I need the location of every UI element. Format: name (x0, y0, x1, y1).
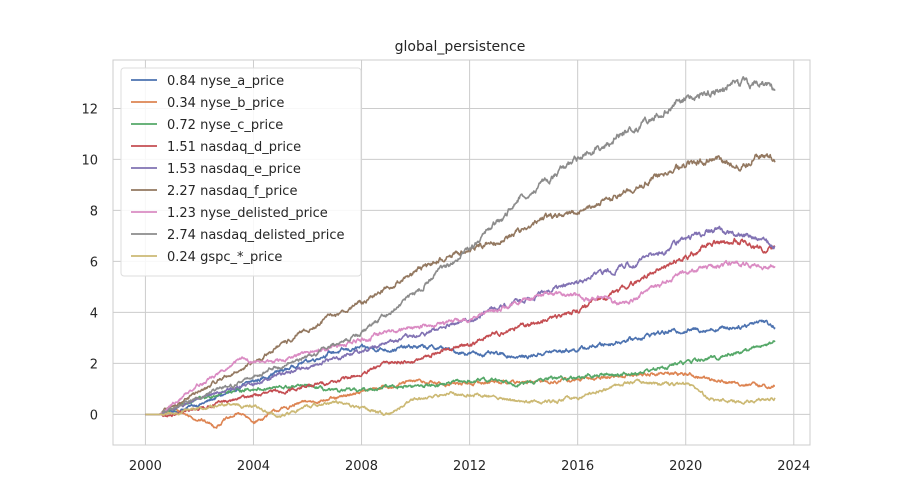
legend-label: 1.23 nyse_delisted_price (167, 206, 328, 221)
legend-label: 2.27 nasdaq_f_price (167, 184, 297, 199)
series-layer (145, 76, 776, 429)
axes: 2000 2004 2008 2012 2016 2020 2024 0 2 4 6 8 10 12 (81, 59, 811, 474)
series-line (145, 225, 776, 416)
plot-frame (112, 59, 811, 446)
legend-box (120, 67, 362, 277)
legend-label: 2.74 nasdaq_delisted_price (167, 228, 344, 243)
y-tick-label: 2 (90, 357, 98, 372)
legend-label: 1.53 nasdaq_e_price (167, 162, 301, 177)
legend-label: 0.84 nyse_a_price (167, 74, 284, 89)
series-line (145, 319, 776, 416)
series-line (145, 371, 776, 429)
y-tick-label: 6 (90, 255, 98, 270)
y-tick-label: 12 (81, 102, 98, 117)
y-tick-label: 4 (90, 306, 98, 321)
y-tick-label: 8 (90, 204, 98, 219)
legend: 0.84 nyse_a_price 0.34 nyse_b_price 0.72 n… (120, 67, 362, 277)
series-line (145, 76, 776, 416)
series-line (145, 340, 776, 416)
x-tick-label: 2020 (669, 459, 702, 474)
chart-title: global_persistence (395, 39, 526, 55)
x-tick-label: 2016 (561, 459, 594, 474)
y-tick-label: 10 (81, 153, 98, 168)
x-tick-label: 2012 (453, 459, 486, 474)
y-tick-label: 0 (90, 408, 98, 423)
x-tick-label: 2004 (237, 459, 270, 474)
legend-label: 1.51 nasdaq_d_price (167, 140, 301, 155)
x-tick-label: 2000 (129, 459, 162, 474)
grid (113, 60, 810, 445)
series-line (145, 153, 776, 416)
x-tick-label: 2024 (777, 459, 810, 474)
series-line (145, 378, 776, 418)
legend-label: 0.24 gspc_*_price (167, 250, 282, 265)
legend-label: 0.34 nyse_b_price (167, 96, 284, 111)
series-line (145, 237, 776, 418)
legend-label: 0.72 nyse_c_price (167, 118, 283, 133)
x-tick-label: 2008 (345, 459, 378, 474)
series-line (145, 259, 776, 416)
